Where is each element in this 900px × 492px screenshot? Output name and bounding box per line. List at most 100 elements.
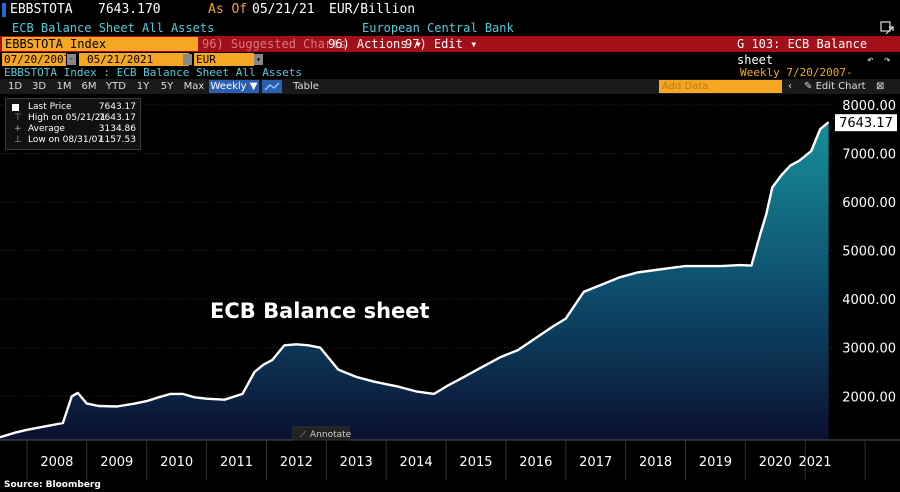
series-line (0, 121, 830, 439)
last-price: 7643.170 (98, 2, 161, 17)
x-tick-label: 2016 (519, 455, 552, 470)
last-value-label: 7643.17 (839, 116, 893, 131)
chart-title: ECB Balance sheet (210, 299, 430, 323)
x-tick-label: 2015 (459, 455, 492, 470)
pencil-icon: ✎ (804, 81, 813, 92)
legend-last-value: 7643.17 (98, 102, 136, 112)
x-tick-label: 2018 (639, 455, 672, 470)
security-input[interactable]: EBBSTOTA Index (2, 37, 198, 51)
legend-low-value: 1157.53 (98, 135, 136, 145)
y-tick-label: 5000.00 (842, 245, 896, 260)
legend-high-value: 7643.17 (98, 113, 136, 123)
edit-menu[interactable]: 97) Edit ▾ (405, 36, 477, 52)
undo-icon[interactable]: ↶ (867, 53, 874, 66)
description-row: ECB Balance Sheet All Assets European Ce… (0, 20, 900, 36)
end-date-input[interactable]: 05/21/2021 (79, 53, 189, 66)
y-tick-label: 7000.00 (842, 147, 896, 162)
table-button[interactable]: Table (293, 81, 319, 92)
annotate-button[interactable]: ⟋ Annotate (292, 426, 352, 441)
low-marker-icon: ⊥ (14, 135, 22, 145)
y-tick-label: 4000.00 (842, 293, 896, 308)
y-tick-label: 2000.00 (842, 390, 896, 405)
calendar-icon[interactable] (183, 54, 192, 65)
edit-number: 97) (405, 37, 427, 51)
x-tick-label: 2008 (40, 455, 73, 470)
as-of-date: 05/21/21 (252, 2, 315, 17)
average-marker-icon: + (14, 124, 22, 134)
chart-subtitle: EBBSTOTA Index : ECB Balance Sheet All A… (4, 66, 303, 79)
settings-icon[interactable]: ⊠ (876, 81, 885, 92)
source-name: European Central Bank (362, 21, 514, 35)
frequency-select[interactable]: Weekly ▼ (209, 80, 259, 93)
annotate-label: Annotate (310, 430, 352, 440)
line-chart-icon[interactable] (262, 80, 282, 93)
x-tick-label: 2010 (160, 455, 193, 470)
collapse-icon[interactable]: ‹ (788, 81, 792, 92)
period-button[interactable]: 1Y (136, 81, 150, 92)
ticker[interactable]: EBBSTOTA (10, 2, 73, 17)
x-tick-label: 2014 (400, 455, 433, 470)
area-fill (0, 122, 829, 440)
frequency-label: Weekly (210, 81, 247, 92)
edit-chart-button[interactable]: ✎ Edit Chart (804, 79, 866, 94)
suggested-charts-button[interactable]: 96) Suggested Charts (202, 37, 347, 51)
y-tick-label: 3000.00 (842, 342, 896, 357)
security-header: EBBSTOTA 7643.170 As Of 05/21/21 EUR/Bil… (0, 0, 900, 20)
legend-average-value: 3134.86 (98, 124, 136, 134)
actions-menu[interactable]: 96) Actions ▾ (328, 36, 422, 52)
period-button[interactable]: Max (183, 81, 205, 92)
pencil-icon: ⟋ (300, 430, 307, 440)
x-tick-label: 2019 (699, 455, 732, 470)
command-toolbar: EBBSTOTA Index 96) Suggested Charts 96) … (0, 36, 900, 67)
chevron-down-icon: ▾ (414, 37, 422, 51)
chart-area[interactable]: 2000.00 3000.00 4000.00 5000.00 6000.00 7000.… (0, 94, 900, 492)
popout-icon[interactable] (880, 21, 894, 35)
last-value-tag: 7643.17 (835, 114, 897, 132)
edit-label: Edit (433, 37, 463, 51)
x-tick-label: 2013 (340, 455, 373, 470)
legend-low-label: Low on 08/31/07 (28, 135, 104, 145)
legend-last-label: Last Price (28, 102, 72, 112)
y-tick-label: 8000.00 (842, 99, 896, 114)
period-toolbar: 1D 3D 1M 6M YTD 1Y 5Y Max Weekly ▼ Table… (0, 79, 900, 94)
chevron-down-icon: ▼ (249, 81, 258, 92)
redo-icon[interactable]: ↷ (884, 53, 891, 66)
gridlines (0, 104, 834, 397)
actions-number: 96) (328, 37, 350, 51)
period-button[interactable]: 3D (31, 81, 47, 92)
x-tick-label: 2017 (579, 455, 612, 470)
as-of-label: As Of (208, 2, 248, 17)
chart-subtitle-row: EBBSTOTA Index : ECB Balance Sheet All A… (0, 66, 900, 91)
y-tick-label: 6000.00 (842, 196, 896, 211)
security-indicator-icon (2, 3, 6, 17)
legend-high-label: High on 05/21/21 (28, 113, 107, 123)
x-tick-label: 2021 (798, 455, 831, 470)
high-marker-icon: ⊤ (14, 113, 22, 123)
security-description: ECB Balance Sheet All Assets (12, 21, 215, 35)
period-button[interactable]: 5Y (160, 81, 174, 92)
chevron-down-icon: ▾ (470, 37, 478, 51)
currency-select[interactable]: EUR (194, 53, 254, 66)
x-tick-label: 2020 (759, 455, 792, 470)
period-button[interactable]: YTD (106, 81, 126, 92)
units-label: EUR/Billion (329, 2, 416, 17)
period-button[interactable]: 1D (7, 81, 23, 92)
add-data-input[interactable]: Add Data (659, 80, 782, 93)
y-axis: 2000.00 3000.00 4000.00 5000.00 6000.00 7000.… (842, 99, 896, 405)
source-label: Source: Bloomberg (4, 480, 101, 490)
x-tick-label: 2011 (220, 455, 253, 470)
legend: Last Price 7643.17 ⊤ High on 05/21/21 76… (5, 98, 141, 150)
x-tick-label: 2009 (100, 455, 133, 470)
page-title: G 103: ECB Balance sheet (737, 37, 868, 67)
legend-swatch (12, 104, 19, 111)
date-separator: - (67, 54, 76, 65)
period-button[interactable]: 6M (81, 81, 97, 92)
date-range-row: 07/20/2007 - 05/21/2021 EUR ▾ ↶ ↷ (0, 52, 900, 67)
actions-label: Actions (356, 37, 408, 51)
start-date-input[interactable]: 07/20/2007 (2, 53, 71, 66)
x-tick-label: 2012 (280, 455, 313, 470)
chevron-down-icon[interactable]: ▾ (254, 54, 263, 65)
legend-average-label: Average (28, 124, 65, 134)
x-axis: 2008 2009 2010 2011 2012 2013 2014 2015 2016 2017… (0, 439, 900, 480)
period-button[interactable]: 1M (56, 81, 72, 92)
